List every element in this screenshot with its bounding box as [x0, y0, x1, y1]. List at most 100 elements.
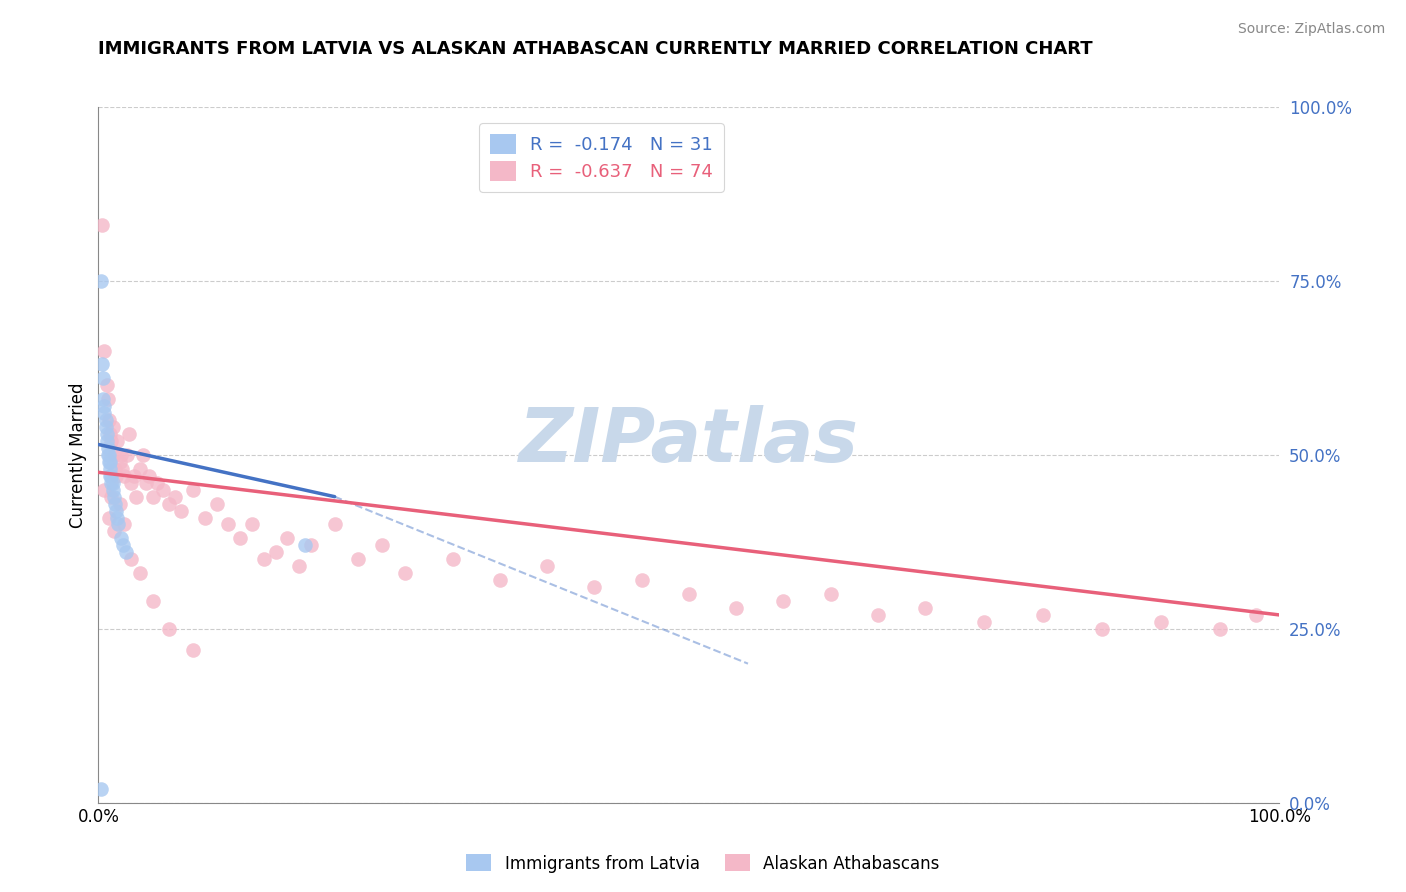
Point — [181, 642, 204, 657]
Point — [866, 607, 889, 622]
Point — [91, 358, 114, 372]
Point — [371, 538, 394, 552]
Point — [110, 448, 132, 462]
Point — [97, 448, 120, 462]
Point — [128, 566, 150, 581]
Text: Source: ZipAtlas.com: Source: ZipAtlas.com — [1237, 22, 1385, 37]
Point — [98, 455, 121, 469]
Point — [98, 413, 121, 427]
Point — [98, 462, 121, 476]
Point — [253, 552, 276, 566]
Point — [100, 468, 122, 483]
Point — [820, 587, 842, 601]
Point — [115, 448, 138, 462]
Point — [105, 503, 128, 517]
Point — [91, 392, 114, 407]
Point — [103, 490, 125, 504]
Point — [1209, 622, 1232, 636]
Point — [112, 468, 135, 483]
Point — [93, 406, 115, 420]
Y-axis label: Currently Married: Currently Married — [69, 382, 87, 528]
Point — [91, 371, 114, 385]
Point — [96, 378, 118, 392]
Point — [678, 587, 700, 601]
Point — [98, 455, 121, 469]
Point — [157, 497, 180, 511]
Point — [101, 483, 124, 497]
Point — [93, 483, 115, 497]
Point — [125, 490, 148, 504]
Point — [142, 490, 165, 504]
Point — [121, 475, 143, 490]
Point — [90, 274, 112, 288]
Point — [94, 420, 117, 434]
Point — [229, 532, 252, 546]
Point — [97, 441, 120, 455]
Point — [91, 219, 114, 233]
Point — [121, 552, 143, 566]
Point — [93, 399, 115, 413]
Point — [96, 427, 118, 442]
Point — [489, 573, 512, 587]
Point — [288, 559, 311, 574]
Point — [96, 434, 118, 448]
Point — [94, 413, 117, 427]
Point — [93, 343, 115, 358]
Point — [170, 503, 193, 517]
Point — [914, 601, 936, 615]
Point — [583, 580, 606, 594]
Point — [103, 448, 125, 462]
Point — [394, 566, 416, 581]
Point — [264, 545, 287, 559]
Point — [108, 455, 131, 469]
Point — [98, 510, 121, 524]
Point — [111, 462, 134, 476]
Text: IMMIGRANTS FROM LATVIA VS ALASKAN ATHABASCAN CURRENTLY MARRIED CORRELATION CHART: IMMIGRANTS FROM LATVIA VS ALASKAN ATHABA… — [98, 40, 1092, 58]
Point — [112, 517, 135, 532]
Point — [105, 434, 128, 448]
Point — [132, 448, 155, 462]
Point — [1244, 607, 1267, 622]
Point — [294, 538, 316, 552]
Point — [103, 524, 125, 539]
Point — [1091, 622, 1114, 636]
Point — [122, 468, 145, 483]
Point — [146, 475, 169, 490]
Point — [142, 594, 165, 608]
Point — [118, 427, 141, 442]
Point — [100, 434, 122, 448]
Point — [110, 532, 132, 546]
Point — [165, 490, 187, 504]
Point — [128, 462, 150, 476]
Point — [152, 483, 174, 497]
Point — [100, 490, 122, 504]
Point — [1032, 607, 1054, 622]
Point — [108, 497, 131, 511]
Point — [101, 420, 124, 434]
Point — [441, 552, 464, 566]
Point — [135, 475, 157, 490]
Point — [105, 510, 128, 524]
Legend: Immigrants from Latvia, Alaskan Athabascans: Immigrants from Latvia, Alaskan Athabasc… — [460, 847, 946, 880]
Point — [973, 615, 995, 629]
Point — [104, 462, 127, 476]
Point — [101, 475, 124, 490]
Point — [347, 552, 370, 566]
Point — [90, 781, 112, 796]
Point — [276, 532, 298, 546]
Point — [157, 622, 180, 636]
Point — [205, 497, 228, 511]
Point — [630, 573, 652, 587]
Legend: R =  -0.174   N = 31, R =  -0.637   N = 74: R = -0.174 N = 31, R = -0.637 N = 74 — [479, 123, 724, 192]
Point — [138, 468, 160, 483]
Point — [217, 517, 239, 532]
Point — [299, 538, 322, 552]
Point — [97, 392, 120, 407]
Point — [194, 510, 217, 524]
Point — [240, 517, 263, 532]
Point — [107, 517, 129, 532]
Point — [112, 538, 135, 552]
Point — [323, 517, 346, 532]
Point — [105, 468, 128, 483]
Point — [98, 468, 121, 483]
